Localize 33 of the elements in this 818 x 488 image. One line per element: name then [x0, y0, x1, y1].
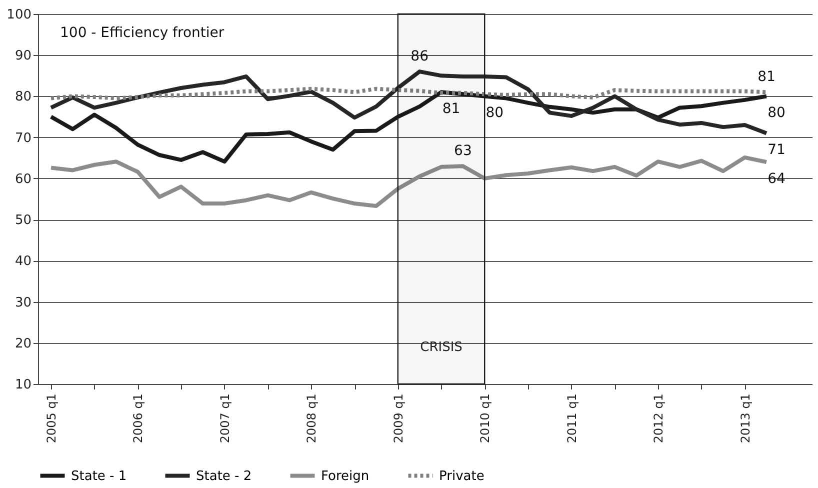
- band-label: CRISIS: [420, 340, 462, 355]
- y-tick-label: 90: [14, 48, 32, 64]
- x-tick-label: 2013 q1: [738, 394, 752, 444]
- line-series: [49, 86, 768, 100]
- line-series: [49, 155, 768, 208]
- x-tick-label: 2011 q1: [564, 394, 579, 444]
- y-tick-label: 100: [6, 8, 32, 22]
- y-tick-label: 10: [14, 378, 32, 392]
- y-tick-label: 70: [14, 130, 32, 146]
- legend-label: State - 2: [196, 468, 252, 484]
- data-label: 80: [486, 105, 504, 122]
- legend-label: Foreign: [321, 468, 370, 484]
- y-tick-label: 40: [14, 254, 32, 270]
- data-label: 63: [454, 143, 472, 160]
- data-label: 80: [768, 105, 786, 122]
- x-tick-label: 2010 q1: [478, 394, 492, 444]
- y-tick-label: 50: [14, 213, 32, 228]
- data-label: 81: [442, 101, 460, 118]
- y-tick-label: 80: [14, 90, 32, 105]
- legend-label: Private: [439, 468, 484, 484]
- x-tick-label: 2005 q1: [44, 394, 59, 444]
- x-tick-label: 2012 q1: [652, 394, 666, 444]
- data-label: 81: [758, 69, 776, 86]
- data-label: 71: [768, 142, 786, 158]
- legend-label: State - 1: [71, 468, 127, 484]
- y-tick-label: 20: [14, 336, 32, 352]
- x-tick-label: 2007 q1: [218, 394, 232, 444]
- y-tick-label: 60: [14, 172, 32, 187]
- x-tick-label: 2008 q1: [304, 394, 319, 444]
- x-tick-label: 2006 q1: [131, 394, 146, 444]
- annotation: 100 - Efficiency frontier: [60, 25, 224, 41]
- x-tick-label: 2009 q1: [391, 394, 406, 444]
- y-tick-label: 30: [14, 295, 32, 310]
